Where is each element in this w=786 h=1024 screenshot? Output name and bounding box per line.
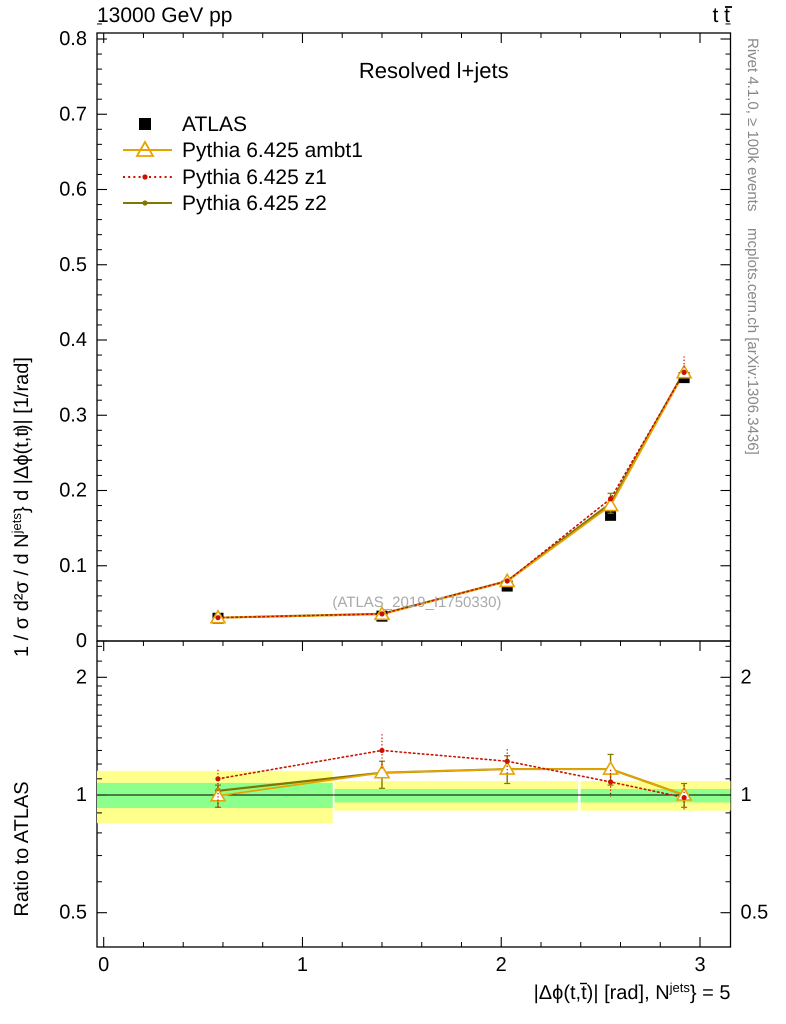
svg-text:0.8: 0.8 [59,28,87,50]
svg-text:3: 3 [694,954,705,976]
svg-text:0.6: 0.6 [59,179,87,201]
svg-text:0.7: 0.7 [59,103,87,125]
svg-text:Pythia 6.425 z1: Pythia 6.425 z1 [182,166,327,189]
svg-text:2: 2 [741,666,752,688]
svg-text:0.3: 0.3 [59,404,87,426]
svg-text:0.4: 0.4 [59,329,87,351]
svg-text:Resolved l+jets: Resolved l+jets [359,58,509,83]
svg-text:0.5: 0.5 [741,902,769,924]
svg-text:Ratio to ATLAS: Ratio to ATLAS [11,781,33,916]
svg-text:2: 2 [76,666,87,688]
svg-text:1: 1 [76,784,87,806]
svg-text:0.2: 0.2 [59,480,87,502]
svg-text:0.1: 0.1 [59,555,87,577]
svg-text:Pythia 6.425 z2: Pythia 6.425 z2 [182,192,327,215]
svg-text:0.5: 0.5 [59,902,87,924]
svg-text:(ATLAS_2019_I1750330): (ATLAS_2019_I1750330) [332,594,501,611]
svg-text:Pythia 6.425 ambt1: Pythia 6.425 ambt1 [182,139,363,162]
svg-text:0: 0 [76,630,87,652]
svg-text:Rivet 4.1.0, ≥ 100k events: Rivet 4.1.0, ≥ 100k events [744,38,761,211]
svg-text:1 / σ d²σ / d Njets} d |Δϕ(t,t: 1 / σ d²σ / d Njets} d |Δϕ(t,t)| [1/rad] [9,357,34,657]
svg-text:2: 2 [496,954,507,976]
svg-text:mcplots.cern.ch [arXiv:1306.34: mcplots.cern.ch [arXiv:1306.3436] [744,228,761,455]
svg-text:1: 1 [297,954,308,976]
svg-text:13000 GeV pp: 13000 GeV pp [97,4,232,27]
svg-text:|Δϕ(t,t)| [rad], Njets} = 5: |Δϕ(t,t)| [rad], Njets} = 5 [534,980,731,1005]
svg-text:ATLAS: ATLAS [182,113,247,136]
svg-text:1: 1 [741,784,752,806]
svg-text:0: 0 [98,954,109,976]
svg-text:0.5: 0.5 [59,254,87,276]
